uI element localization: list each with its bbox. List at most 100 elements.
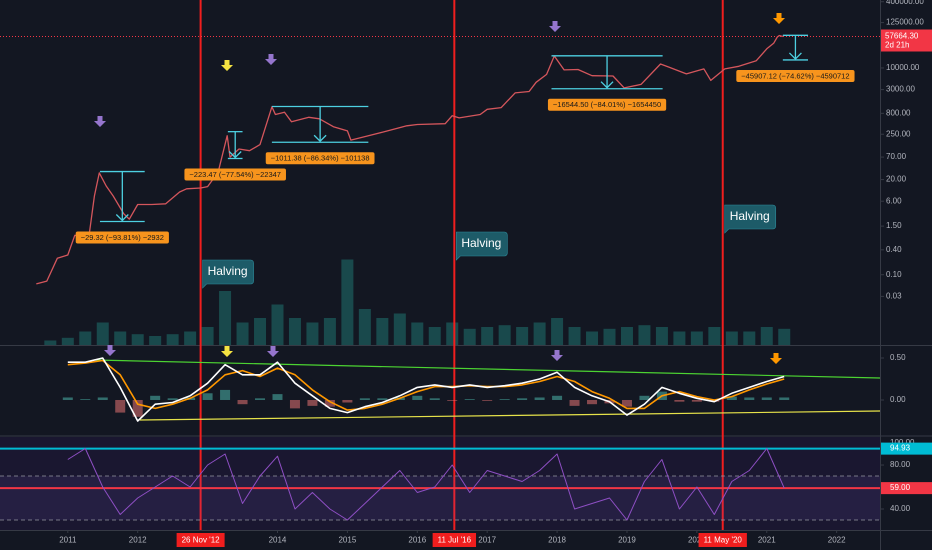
volume-bar	[481, 327, 494, 345]
x-tick-label: 2015	[338, 536, 356, 545]
series-line	[139, 410, 881, 421]
histogram-bar	[97, 397, 108, 400]
peak-marker	[267, 346, 279, 357]
histogram-bar	[150, 395, 161, 400]
x-tick-label: 2014	[269, 536, 287, 545]
volume-bar	[428, 327, 441, 345]
histogram-bar	[726, 396, 737, 400]
rsi-level-box	[881, 482, 932, 495]
volume-bar	[61, 337, 74, 345]
volume-bar	[603, 328, 616, 345]
volume-bar	[96, 322, 109, 345]
y-tick-label: 10000.00	[886, 63, 920, 72]
histogram-bar	[639, 395, 650, 400]
y-tick-label: 0.10	[886, 270, 902, 279]
x-tick-box	[176, 533, 225, 547]
histogram-bar	[377, 398, 388, 400]
measure-label-box	[265, 152, 375, 165]
y-tick-label: 6.00	[886, 196, 902, 205]
volume-bar	[44, 340, 57, 345]
x-tick-label: 2012	[129, 536, 147, 545]
histogram-bar	[621, 399, 632, 407]
peak-marker	[221, 60, 233, 71]
rsi-level-box	[881, 442, 932, 455]
volume-bar	[341, 259, 354, 345]
y-tick-label: 1.50	[886, 221, 902, 230]
volume-bar	[271, 304, 284, 345]
y-tick-label: 40.00	[890, 504, 911, 513]
callout-label: Halving	[461, 236, 501, 250]
series-line	[67, 448, 785, 521]
peak-marker	[94, 116, 106, 127]
volume-bar	[376, 318, 389, 345]
y-tick-label: 20.00	[886, 175, 907, 184]
measure-arrowhead	[313, 134, 327, 143]
volume-bar	[149, 336, 162, 345]
y-tick-label: 0.50	[890, 353, 906, 362]
histogram-bar	[517, 398, 528, 400]
y-tick-label: 0.40	[886, 245, 902, 254]
histogram-bar	[132, 399, 143, 417]
callout-label: Halving	[208, 264, 248, 278]
volume-bar	[673, 331, 686, 345]
measure-label: −45907.12 (−74.62%) −4590712	[741, 71, 849, 80]
histogram-bar	[429, 398, 440, 400]
peak-marker	[770, 353, 782, 364]
current-price-label: 57664.30	[885, 32, 919, 41]
callout-label: Halving	[730, 209, 770, 223]
series-line	[67, 359, 785, 411]
measure-label-box	[184, 168, 286, 181]
histogram-bar	[307, 399, 318, 406]
series-line	[36, 34, 783, 285]
x-tick-box	[432, 533, 477, 547]
volume-bar	[533, 322, 546, 345]
volume-bar	[778, 328, 791, 345]
histogram-bar	[552, 395, 563, 400]
volume-bar	[655, 327, 668, 345]
volume-bar	[166, 334, 179, 345]
rsi-background	[0, 437, 880, 530]
x-tick-label: 2021	[758, 536, 776, 545]
histogram-bar	[464, 399, 475, 400]
histogram-bar	[569, 399, 580, 406]
volume-bar	[306, 322, 319, 345]
peak-marker	[265, 54, 277, 65]
volume-bar	[463, 328, 476, 345]
volume-bar	[498, 325, 511, 345]
series-line	[67, 357, 785, 422]
series-line	[94, 359, 881, 379]
volume-bar	[323, 318, 336, 345]
y-tick-label: 70.00	[886, 152, 907, 161]
measure-arrowhead	[115, 214, 129, 222]
measure-label-box	[547, 98, 667, 111]
x-tick-label: 11 Jul '16	[438, 536, 472, 545]
histogram-bar	[115, 399, 126, 413]
peak-marker	[773, 13, 785, 24]
histogram-bar	[289, 399, 300, 409]
histogram-bar	[272, 394, 283, 400]
histogram-bar	[534, 397, 545, 400]
histogram-bar	[779, 397, 790, 400]
countdown-label: 2d 21h	[885, 41, 909, 50]
histogram-bar	[80, 399, 91, 400]
histogram-bar	[447, 399, 458, 401]
volume-bar	[114, 331, 127, 345]
volume-bar	[620, 327, 633, 345]
volume-bar	[760, 327, 773, 345]
measure-label: −16544.50 (−84.01%) −1654450	[553, 100, 661, 109]
rsi-band	[0, 476, 880, 520]
peak-marker	[549, 21, 561, 32]
measure-label: −223.47 (−77.54%) −22347	[189, 170, 281, 179]
histogram-bar	[587, 399, 598, 405]
callout-box	[202, 259, 254, 289]
volume-bar	[219, 291, 232, 345]
x-tick-label: 2011	[59, 536, 77, 545]
y-tick-label: 250.00	[886, 129, 911, 138]
histogram-bar	[674, 399, 685, 402]
y-tick-label: 3000.00	[886, 85, 915, 94]
measure-label-box	[75, 231, 169, 244]
x-tick-label: 26 Nov '12	[182, 536, 221, 545]
x-tick-label: 2020	[688, 536, 706, 545]
measure-arrowhead	[788, 52, 802, 60]
